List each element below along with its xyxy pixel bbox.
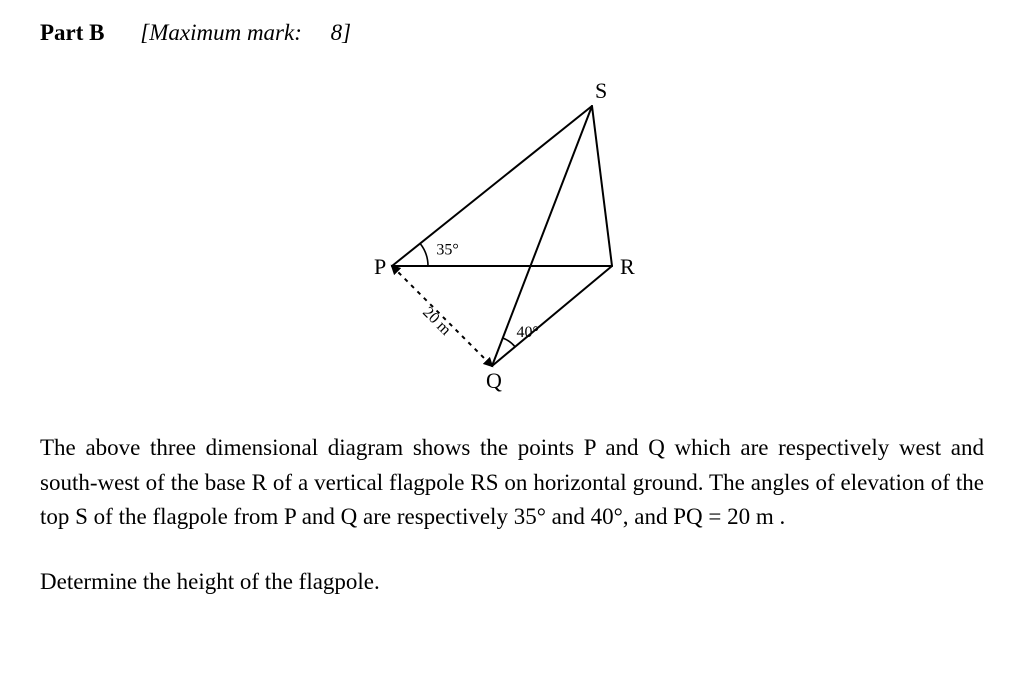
svg-text:P: P <box>374 254 386 279</box>
diagram-container: 35° 40° P R S Q 20 m <box>40 76 984 396</box>
svg-text:S: S <box>595 78 607 103</box>
problem-instruction: Determine the height of the flagpole. <box>40 565 984 600</box>
svg-text:Q: Q <box>486 368 502 393</box>
part-label: Part B <box>40 20 105 45</box>
mark-text: [Maximum mark: 8] <box>140 20 351 45</box>
svg-text:35°: 35° <box>436 241 458 258</box>
problem-description: The above three dimensional diagram show… <box>40 431 984 535</box>
svg-text:40°: 40° <box>516 324 538 341</box>
problem-header: Part B [Maximum mark: 8] <box>40 20 984 46</box>
svg-text:20 m: 20 m <box>419 304 454 339</box>
flagpole-diagram: 35° 40° P R S Q 20 m <box>342 76 682 396</box>
svg-text:R: R <box>620 254 635 279</box>
